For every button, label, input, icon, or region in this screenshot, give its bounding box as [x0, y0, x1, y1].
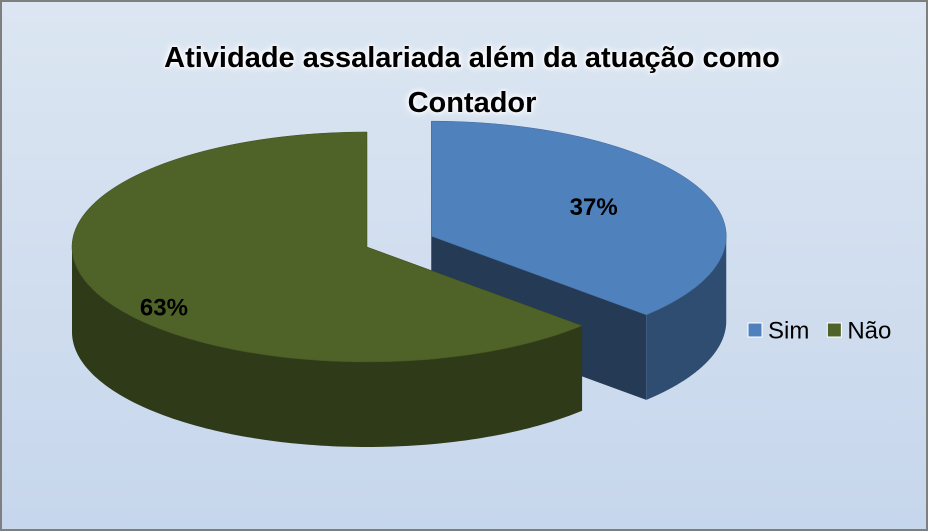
slice-wall	[72, 247, 583, 447]
legend-swatch	[747, 322, 763, 338]
legend-label: Não	[847, 317, 891, 344]
data-label: 63%	[140, 295, 188, 322]
slice-wall	[646, 236, 727, 400]
data-label: 37%	[570, 194, 618, 221]
pie-slice	[71, 131, 583, 363]
legend-label: Sim	[768, 317, 809, 344]
pie-slice	[430, 120, 727, 316]
chart-title: Atividade assalariada além da atuação co…	[164, 42, 780, 119]
legend-swatch	[826, 322, 842, 338]
